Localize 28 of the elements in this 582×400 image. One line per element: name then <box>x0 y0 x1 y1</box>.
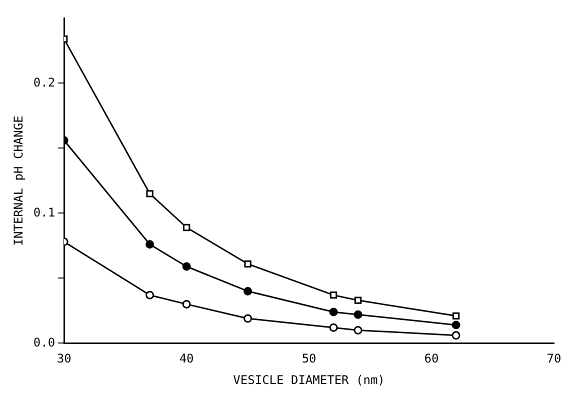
point <box>244 314 252 323</box>
y-tick-label: 0.0 <box>33 335 56 350</box>
point <box>244 260 252 268</box>
point <box>182 300 191 308</box>
x-tick-label: 50 <box>302 352 316 366</box>
x-axis-title: VESICLE DIAMETER (nm) <box>233 372 385 387</box>
y-tick-label: 0.2 <box>33 75 56 90</box>
point <box>354 326 362 334</box>
point <box>244 286 252 296</box>
point <box>146 190 154 198</box>
point <box>329 308 338 316</box>
point <box>146 290 154 300</box>
point <box>146 240 154 249</box>
point <box>329 323 338 332</box>
point <box>452 320 460 330</box>
point <box>354 310 362 319</box>
point <box>354 296 362 304</box>
point <box>182 224 190 232</box>
y-tick-label: 0.1 <box>33 205 56 220</box>
point <box>452 331 460 340</box>
point <box>452 312 460 320</box>
point <box>182 262 191 271</box>
x-tick-label: 60 <box>424 352 439 366</box>
x-tick-label: 70 <box>546 352 562 366</box>
x-tick-label: 40 <box>179 352 194 366</box>
y-axis-title: INTERNAL pH CHANGE <box>11 116 26 246</box>
point <box>330 292 338 299</box>
x-tick-label: 30 <box>56 352 72 366</box>
